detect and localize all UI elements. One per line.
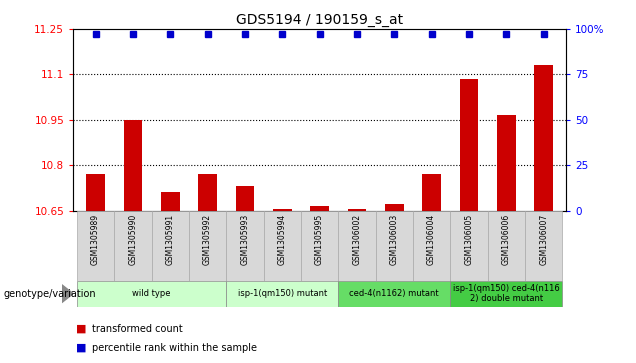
Bar — [198, 174, 217, 211]
Bar — [123, 120, 142, 211]
Bar — [497, 115, 516, 211]
Text: GSM1306007: GSM1306007 — [539, 214, 548, 265]
Bar — [77, 281, 226, 307]
Bar — [450, 211, 488, 281]
Text: ■: ■ — [76, 323, 87, 334]
Polygon shape — [62, 285, 73, 303]
Bar — [226, 281, 338, 307]
Text: isp-1(qm150) ced-4(n116
2) double mutant: isp-1(qm150) ced-4(n116 2) double mutant — [453, 284, 560, 303]
Bar — [263, 211, 301, 281]
Bar — [301, 211, 338, 281]
Bar — [422, 174, 441, 211]
Bar — [235, 186, 254, 211]
Bar — [534, 65, 553, 211]
Text: GSM1305995: GSM1305995 — [315, 214, 324, 265]
Text: GSM1305991: GSM1305991 — [166, 214, 175, 265]
Bar — [413, 211, 450, 281]
Text: GSM1306003: GSM1306003 — [390, 214, 399, 265]
Text: GSM1305990: GSM1305990 — [128, 214, 137, 265]
Bar — [460, 79, 478, 211]
Bar — [376, 211, 413, 281]
Text: GSM1306002: GSM1306002 — [352, 214, 361, 265]
Text: ced-4(n1162) mutant: ced-4(n1162) mutant — [349, 289, 439, 298]
Bar — [77, 211, 114, 281]
Bar — [86, 174, 105, 211]
Bar — [310, 206, 329, 211]
Text: genotype/variation: genotype/variation — [3, 289, 96, 299]
Bar — [348, 209, 366, 211]
Bar — [338, 281, 450, 307]
Bar — [161, 192, 179, 211]
Bar — [114, 211, 151, 281]
Text: GSM1305994: GSM1305994 — [278, 214, 287, 265]
Text: ■: ■ — [76, 343, 87, 353]
Text: GSM1306004: GSM1306004 — [427, 214, 436, 265]
Text: GSM1305992: GSM1305992 — [203, 214, 212, 265]
Text: wild type: wild type — [132, 289, 171, 298]
Bar — [189, 211, 226, 281]
Text: percentile rank within the sample: percentile rank within the sample — [92, 343, 257, 353]
Text: GSM1305989: GSM1305989 — [91, 214, 100, 265]
Text: GSM1306006: GSM1306006 — [502, 214, 511, 265]
Bar — [525, 211, 562, 281]
Bar — [338, 211, 376, 281]
Bar — [273, 209, 291, 211]
Text: isp-1(qm150) mutant: isp-1(qm150) mutant — [238, 289, 327, 298]
Bar — [450, 281, 562, 307]
Bar — [151, 211, 189, 281]
Text: GSM1306005: GSM1306005 — [464, 214, 473, 265]
Text: transformed count: transformed count — [92, 323, 183, 334]
Bar — [226, 211, 263, 281]
Bar — [385, 204, 404, 211]
Text: GSM1305993: GSM1305993 — [240, 214, 249, 265]
Title: GDS5194 / 190159_s_at: GDS5194 / 190159_s_at — [236, 13, 403, 26]
Bar — [488, 211, 525, 281]
